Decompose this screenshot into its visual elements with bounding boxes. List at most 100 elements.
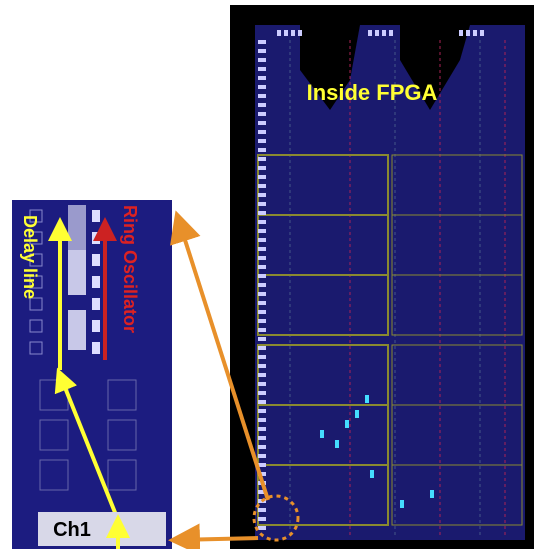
io-pad bbox=[258, 148, 266, 152]
io-pad bbox=[258, 130, 266, 134]
slice bbox=[39, 459, 69, 491]
io-pad bbox=[258, 490, 266, 494]
io-pad bbox=[258, 346, 266, 350]
used-cell bbox=[365, 395, 369, 403]
used-cell bbox=[335, 440, 339, 448]
io-pad bbox=[258, 121, 266, 125]
io-pad bbox=[258, 355, 266, 359]
io-pad bbox=[258, 247, 266, 251]
used-cell bbox=[320, 430, 324, 438]
feed-arrow bbox=[54, 367, 120, 521]
slice bbox=[107, 379, 137, 411]
io-pad bbox=[258, 409, 266, 413]
used-cell bbox=[355, 410, 359, 418]
io-pad bbox=[480, 30, 484, 36]
io-pad bbox=[473, 30, 477, 36]
delay-label: Delay line bbox=[20, 215, 40, 299]
io-pad bbox=[258, 436, 266, 440]
cell bbox=[29, 297, 43, 311]
zoom-arrow bbox=[168, 523, 259, 549]
io-pad bbox=[258, 166, 266, 170]
io-pad bbox=[258, 112, 266, 116]
io-pad bbox=[258, 301, 266, 305]
io-pad bbox=[382, 30, 386, 36]
io-pad bbox=[368, 30, 372, 36]
clock-region bbox=[257, 464, 389, 526]
io-pad bbox=[389, 30, 393, 36]
io-pad bbox=[258, 328, 266, 332]
cell bbox=[29, 275, 43, 289]
io-pad bbox=[258, 184, 266, 188]
cell bbox=[29, 253, 43, 267]
io-pad bbox=[258, 85, 266, 89]
io-pad bbox=[258, 265, 266, 269]
io-pad bbox=[258, 445, 266, 449]
cell bbox=[92, 342, 100, 354]
io-pad bbox=[258, 454, 266, 458]
io-pad bbox=[258, 364, 266, 368]
fpga-void bbox=[400, 25, 470, 110]
cell bbox=[29, 209, 43, 223]
cell bbox=[29, 341, 43, 355]
slice bbox=[39, 419, 69, 451]
io-pad bbox=[258, 472, 266, 476]
slice bbox=[107, 419, 137, 451]
io-pad bbox=[466, 30, 470, 36]
fpga-void bbox=[300, 25, 360, 110]
highlight-circle bbox=[252, 494, 300, 542]
io-pad bbox=[258, 40, 266, 44]
io-pad bbox=[258, 373, 266, 377]
io-pad bbox=[258, 427, 266, 431]
io-pad bbox=[258, 157, 266, 161]
io-pad bbox=[258, 175, 266, 179]
fpga-grid bbox=[257, 30, 523, 535]
cell bbox=[29, 231, 43, 245]
cell bbox=[92, 232, 100, 244]
io-pad bbox=[258, 499, 266, 503]
io-pad bbox=[258, 211, 266, 215]
io-pad bbox=[258, 382, 266, 386]
cell bbox=[68, 205, 86, 250]
io-pad bbox=[298, 30, 302, 36]
io-pad bbox=[258, 256, 266, 260]
io-pad bbox=[258, 67, 266, 71]
io-pad bbox=[258, 76, 266, 80]
io-pad bbox=[291, 30, 295, 36]
slice bbox=[107, 459, 137, 491]
io-pad bbox=[277, 30, 281, 36]
used-cell bbox=[430, 490, 434, 498]
io-pad bbox=[258, 274, 266, 278]
io-pad bbox=[258, 517, 266, 521]
channel-label: Ch1 bbox=[53, 519, 91, 541]
io-pad bbox=[258, 283, 266, 287]
io-pad bbox=[258, 238, 266, 242]
cell bbox=[92, 210, 100, 222]
io-pad bbox=[258, 202, 266, 206]
io-pad bbox=[258, 139, 266, 143]
io-pad bbox=[258, 508, 266, 512]
channel-box bbox=[38, 512, 166, 546]
io-pad bbox=[258, 58, 266, 62]
io-pad bbox=[258, 103, 266, 107]
used-cell bbox=[370, 470, 374, 478]
cell bbox=[92, 254, 100, 266]
io-pad bbox=[258, 418, 266, 422]
clock-region bbox=[391, 274, 523, 336]
cell bbox=[68, 250, 86, 295]
io-pad bbox=[258, 310, 266, 314]
io-pad bbox=[258, 49, 266, 53]
cell bbox=[92, 276, 100, 288]
io-pad bbox=[258, 229, 266, 233]
io-pad bbox=[258, 463, 266, 467]
zoom-arrow bbox=[170, 210, 270, 501]
cell bbox=[92, 320, 100, 332]
io-pad bbox=[258, 400, 266, 404]
cell bbox=[92, 298, 100, 310]
io-pad bbox=[258, 193, 266, 197]
io-pad bbox=[258, 337, 266, 341]
io-pad bbox=[258, 220, 266, 224]
ring-label: Ring Oscillator bbox=[120, 205, 140, 333]
used-cell bbox=[400, 500, 404, 508]
